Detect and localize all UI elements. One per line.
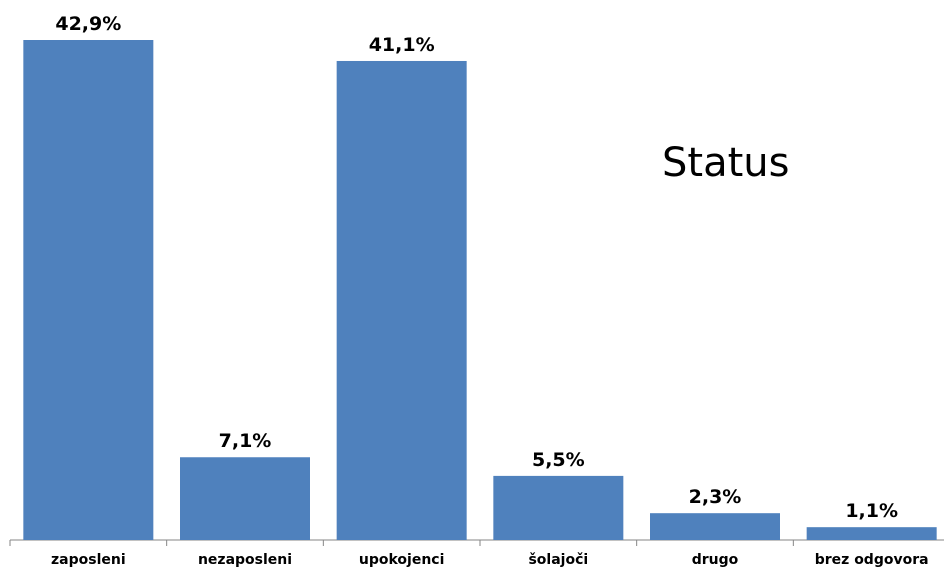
- bar-zaposleni: [23, 40, 154, 540]
- data-label: 7,1%: [219, 430, 272, 452]
- data-label: 42,9%: [55, 13, 121, 35]
- bar-upokojenci: [336, 60, 467, 541]
- bar-solajoci: [493, 475, 624, 540]
- category-labels-group: zaposleni nezaposleni upokojenci šolajoči dr…: [51, 552, 929, 568]
- x-tick-label: zaposleni: [51, 552, 126, 568]
- value-labels-group: 42,9% 7,1% 41,1% 5,5% 2,3% 1,1%: [55, 13, 898, 522]
- bar-nezaposleni: [180, 457, 310, 540]
- x-tick-label: drugo: [692, 552, 739, 568]
- x-tick-label: šolajoči: [528, 552, 588, 568]
- chart-title: Status: [662, 140, 790, 186]
- data-label: 1,1%: [845, 500, 898, 522]
- x-tick-label: upokojenci: [359, 552, 445, 568]
- x-tick-label: brez odgovora: [815, 552, 929, 568]
- bar-brez-odgovora: [806, 527, 937, 540]
- bar-drugo: [650, 513, 780, 540]
- x-tick-label: nezaposleni: [198, 552, 292, 568]
- bars-group: [23, 40, 937, 541]
- data-label: 2,3%: [689, 486, 742, 508]
- data-label: 5,5%: [532, 449, 585, 471]
- x-axis-ticks: [9, 540, 794, 546]
- data-label: 41,1%: [369, 34, 435, 56]
